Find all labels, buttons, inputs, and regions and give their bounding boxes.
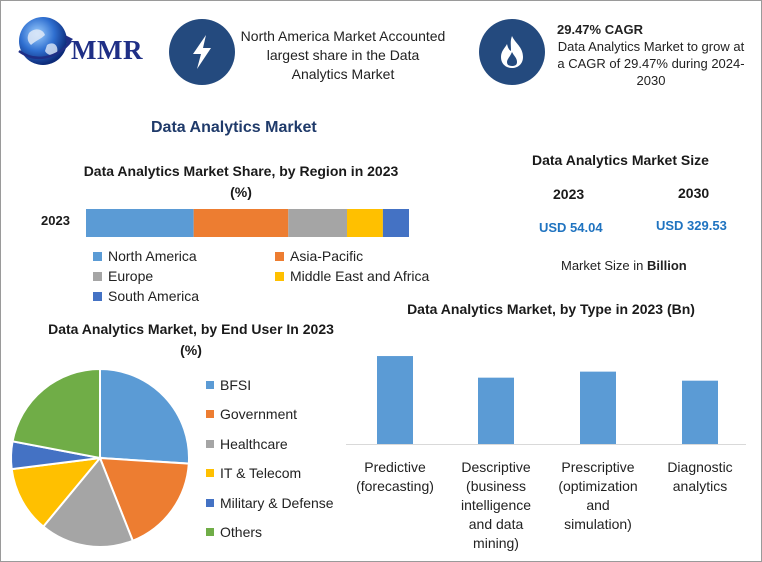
legend-swatch [93, 291, 102, 301]
market-size-title: Data Analytics Market Size [532, 152, 709, 168]
type-bar [478, 377, 514, 444]
type-category-label-line: Diagnostic [667, 459, 733, 475]
legend-swatch [93, 271, 102, 281]
logo-text: MMR [71, 35, 143, 65]
legend-swatch [275, 251, 284, 261]
market-size-value-2023: USD 54.04 [539, 220, 603, 235]
cagr-title: 29.47% CAGR [557, 22, 643, 37]
type-chart-title: Data Analytics Market, by Type in 2023 (… [407, 301, 695, 317]
legend-label: Europe [108, 268, 154, 284]
type-category-label-line: (forecasting) [356, 478, 434, 494]
pie-legend-bfsi: BFSI [206, 377, 251, 393]
main-title: Data Analytics Market [151, 119, 317, 136]
pie-legend-it-telecom: IT & Telecom [206, 465, 301, 481]
market-size-value-2030: USD 329.53 [656, 218, 727, 233]
legend-swatch [93, 251, 102, 261]
market-size-year-2030: 2030 [678, 185, 710, 201]
legend-label: Others [220, 524, 263, 540]
enduser-chart-title: Data Analytics Market, by End User In 20… [48, 321, 334, 358]
lightning-bolt-icon [193, 35, 211, 69]
type-bar-chart [346, 356, 746, 445]
globe-logo-icon [18, 17, 73, 65]
region-highlight-text: North America Market Accounted largest s… [240, 28, 446, 82]
type-category-label-line: mining) [473, 535, 519, 551]
footnote-prefix: Market Size in [561, 258, 647, 273]
badge-lightning [169, 19, 235, 85]
pie-legend-healthcare: Healthcare [206, 436, 288, 452]
pie-slice-others [11, 367, 101, 460]
footnote-unit: Billion [646, 258, 687, 273]
type-category-label-line: simulation) [564, 516, 632, 532]
legend-label: IT & Telecom [220, 465, 302, 481]
cagr-description: Data Analytics Market to grow at a CAGR … [557, 39, 745, 88]
pie-legend-others: Others [206, 524, 262, 540]
type-category-label: Diagnostic analytics [652, 458, 748, 496]
type-category-label-line: Predictive [364, 459, 426, 475]
enduser-pie-chart [10, 367, 190, 548]
pie-slice-bfsi [99, 367, 190, 465]
legend-label: Military & Defense [220, 495, 334, 511]
type-bar [682, 380, 718, 444]
stack-segment-asia-pacific [193, 209, 289, 237]
type-category-label: Descriptive (business intelligence and data… [448, 458, 544, 553]
legend-label: Asia-Pacific [290, 248, 364, 264]
pie-legend-military-defense: Military & Defense [206, 495, 334, 511]
type-category-label-line: Prescriptive [561, 459, 635, 475]
region-chart-category-label: 2023 [41, 213, 70, 228]
stack-segment-south-america [382, 209, 409, 237]
pie-slice-healthcare [41, 456, 135, 548]
legend-label: BFSI [220, 377, 252, 393]
pie-slice-government [98, 456, 190, 543]
stack-segment-middle-east-and-africa [347, 209, 383, 237]
market-size-year-2023: 2023 [553, 186, 585, 202]
legend-middle-east-africa: Middle East and Africa [275, 268, 429, 284]
type-category-label: Predictive (forecasting) [347, 458, 443, 496]
type-bar [580, 371, 616, 444]
legend-swatch [206, 381, 214, 389]
pie-legend-government: Government [206, 406, 297, 422]
legend-swatch [275, 271, 284, 281]
type-category-label-line: analytics [672, 478, 728, 494]
legend-north-america: North America [93, 248, 197, 264]
legend-label: Government [220, 406, 298, 422]
flame-icon [501, 36, 523, 68]
legend-europe: Europe [93, 268, 153, 284]
legend-label: Healthcare [220, 436, 288, 452]
legend-swatch [206, 499, 214, 507]
stack-segment-europe [288, 209, 348, 237]
region-stacked-bar [86, 209, 409, 237]
legend-label: South America [108, 288, 200, 304]
legend-swatch [206, 410, 214, 418]
market-size-footnote: Market Size in Billion [561, 258, 687, 273]
type-category-label-line: (optimization [558, 478, 638, 494]
type-category-label-line: and [586, 497, 610, 513]
pie-slice-it-telecom [10, 456, 103, 528]
legend-asia-pacific: Asia-Pacific [275, 248, 363, 264]
legend-label: North America [108, 248, 197, 264]
legend-south-america: South America [93, 288, 199, 304]
type-category-label-line: intelligence [460, 497, 532, 513]
type-category-label-line: Descriptive [461, 459, 531, 475]
legend-swatch [206, 469, 214, 477]
stack-segment-north-america [86, 209, 194, 237]
type-bar [377, 356, 413, 444]
badge-flame [479, 19, 545, 85]
legend-swatch [206, 528, 214, 536]
region-chart-title: Data Analytics Market Share, by Region i… [83, 163, 399, 200]
type-category-label-line: and data [468, 516, 524, 532]
type-category-label: Prescriptive (optimization and simulation) [550, 458, 646, 534]
legend-swatch [206, 440, 214, 448]
legend-label: Middle East and Africa [290, 268, 430, 284]
type-category-label-line: (business [466, 478, 526, 494]
